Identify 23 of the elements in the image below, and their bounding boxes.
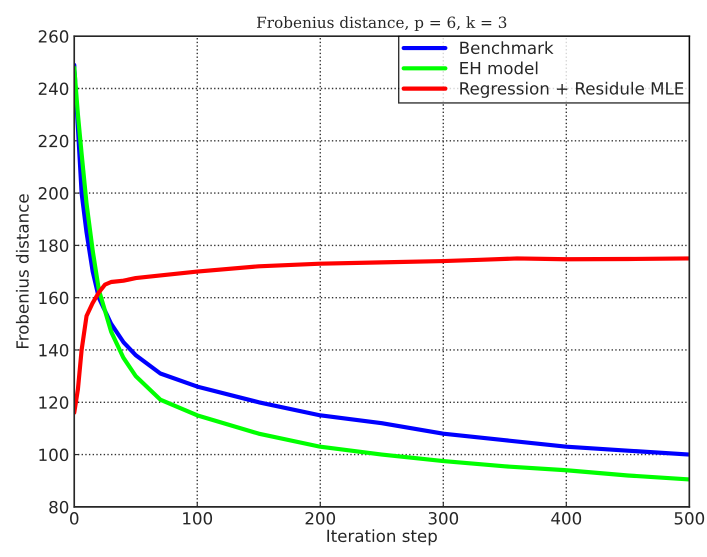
y-axis-title: Frobenius distance (16, 194, 29, 348)
x-tick-label: 0 (70, 512, 78, 525)
x-tick-label: 200 (306, 512, 336, 525)
line-series (74, 256, 690, 415)
y-tick-label: 220 (38, 134, 68, 148)
y-tick-label: 100 (39, 448, 68, 462)
x-axis-title: Iteration step (327, 529, 437, 546)
y-tick-label: 180 (39, 239, 68, 252)
y-tick-label: 240 (38, 82, 68, 96)
x-tick-label: 100 (183, 512, 212, 525)
y-tick-label: 120 (39, 396, 68, 409)
legend-label: Benchmark (460, 41, 554, 54)
x-tick-label: 400 (551, 512, 582, 525)
y-tick-label: 260 (38, 30, 68, 43)
y-tick-label: 160 (39, 292, 68, 304)
legend-label: Regression + Residule MLE (460, 82, 684, 98)
y-tick-label: 200 (38, 187, 68, 200)
y-tick-label: 80 (49, 500, 68, 514)
x-tick-label: 500 (674, 512, 704, 525)
x-tick-label: 300 (428, 512, 458, 525)
y-tick-label: 140 (39, 344, 68, 357)
chart-title: Frobenius distance, p = 6, k = 3 (256, 16, 506, 32)
legend-label: EH model (460, 62, 538, 74)
